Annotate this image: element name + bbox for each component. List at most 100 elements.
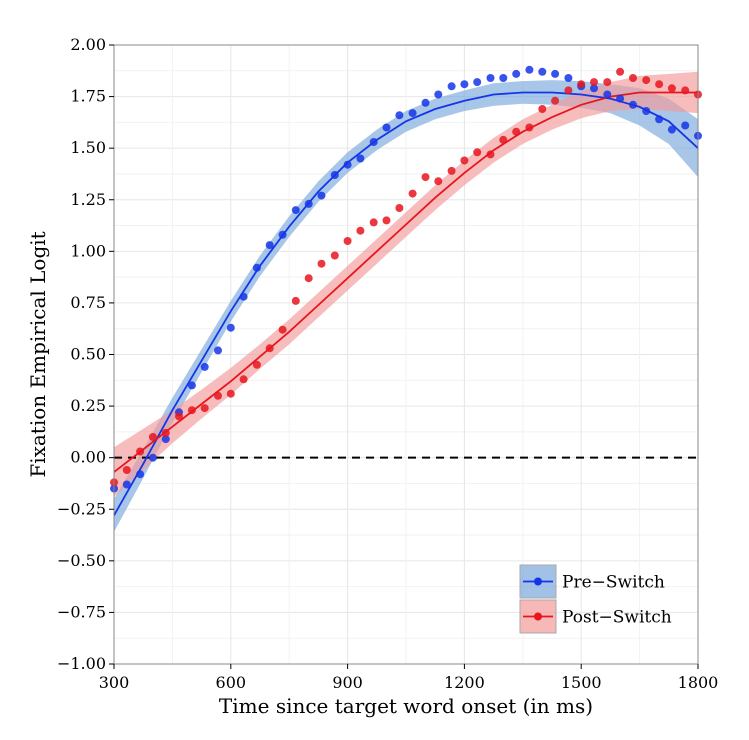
data-point-post-switch xyxy=(655,80,664,89)
data-point-pre-switch xyxy=(408,109,417,118)
data-point-post-switch xyxy=(252,360,261,369)
fit-line-pre-switch xyxy=(113,91,699,516)
x-tick-label: 1200 xyxy=(444,673,485,692)
x-axis-ticks: 300 600 900 1200 1500 1800 xyxy=(99,664,718,692)
data-point-post-switch xyxy=(226,389,235,398)
data-point-pre-switch xyxy=(681,121,690,130)
data-point-pre-switch xyxy=(265,241,274,250)
y-tick-label: −1.00 xyxy=(57,654,106,673)
data-point-post-switch xyxy=(577,80,586,89)
y-tick-label: 1.50 xyxy=(70,138,106,157)
y-tick-label: 1.25 xyxy=(70,190,106,209)
data-point-pre-switch xyxy=(304,199,313,208)
data-point-pre-switch xyxy=(460,80,469,89)
data-point-post-switch xyxy=(590,78,598,87)
data-point-post-switch xyxy=(408,189,417,198)
legend-key-post-switch: Post−Switch xyxy=(519,599,672,634)
y-tick-label: 0.75 xyxy=(70,293,106,312)
y-axis-ticks: −1.00 −0.75 −0.50 −0.25 0.00 0.25 0.50 0.75 1.00… xyxy=(57,35,114,673)
data-point-post-switch xyxy=(434,177,443,186)
legend: Pre−Switch Post−Switch xyxy=(519,564,672,634)
data-point-post-switch xyxy=(200,404,209,413)
data-point-post-switch xyxy=(343,237,352,245)
data-point-post-switch xyxy=(473,148,482,157)
data-point-post-switch xyxy=(551,96,560,105)
data-point-pre-switch xyxy=(200,362,209,371)
data-point-post-switch xyxy=(642,76,651,85)
data-point-pre-switch xyxy=(369,138,378,146)
y-tick-label: 0.00 xyxy=(70,448,106,467)
data-point-pre-switch xyxy=(590,84,598,93)
x-tick-label: 600 xyxy=(216,673,247,692)
data-point-post-switch xyxy=(278,325,287,334)
y-tick-label: 0.25 xyxy=(70,396,106,415)
data-point-pre-switch xyxy=(343,160,352,169)
data-point-post-switch xyxy=(486,150,495,159)
data-point-pre-switch xyxy=(291,206,300,215)
confidence-band-pre-switch xyxy=(114,80,698,532)
data-point-post-switch xyxy=(330,251,339,260)
data-point-pre-switch xyxy=(382,123,391,132)
data-point-pre-switch xyxy=(629,100,637,109)
data-point-post-switch xyxy=(564,86,573,95)
data-point-post-switch xyxy=(447,166,456,175)
data-point-post-switch xyxy=(136,447,145,456)
data-point-post-switch xyxy=(460,156,469,165)
x-tick-label: 900 xyxy=(332,673,363,692)
data-point-pre-switch xyxy=(512,69,521,78)
y-axis-title: Fixation Empirical Logit xyxy=(26,231,50,477)
data-point-post-switch xyxy=(161,428,170,437)
data-point-post-switch xyxy=(681,86,690,95)
y-tick-label: −0.25 xyxy=(57,499,106,518)
data-point-post-switch xyxy=(291,296,300,305)
legend-key-pre-switch: Pre−Switch xyxy=(519,564,665,599)
data-point-pre-switch xyxy=(278,230,287,239)
data-point-pre-switch xyxy=(148,453,157,462)
data-point-post-switch xyxy=(175,412,183,421)
data-point-post-switch xyxy=(356,226,365,235)
data-point-pre-switch xyxy=(421,98,430,107)
data-point-pre-switch xyxy=(538,67,547,76)
data-point-post-switch xyxy=(395,204,404,212)
y-tick-label: −0.50 xyxy=(57,551,106,570)
data-point-post-switch xyxy=(382,216,391,225)
data-point-post-switch xyxy=(317,259,326,268)
y-tick-label: 1.00 xyxy=(70,241,106,260)
data-point-post-switch xyxy=(187,406,196,415)
y-tick-label: 2.00 xyxy=(70,35,106,54)
data-point-pre-switch xyxy=(226,323,235,332)
y-tick-label: −0.75 xyxy=(57,602,106,621)
data-point-post-switch xyxy=(525,123,534,132)
data-point-pre-switch xyxy=(214,346,222,355)
data-point-post-switch xyxy=(538,105,547,113)
data-point-pre-switch xyxy=(122,480,131,489)
data-point-pre-switch xyxy=(187,381,196,390)
legend-label: Post−Switch xyxy=(562,608,672,628)
data-point-post-switch xyxy=(369,218,378,227)
y-tick-label: 1.75 xyxy=(70,87,106,106)
data-point-post-switch xyxy=(616,67,625,76)
data-point-post-switch xyxy=(421,173,430,182)
data-point-pre-switch xyxy=(642,107,651,115)
data-point-post-switch xyxy=(499,135,508,144)
data-point-pre-switch xyxy=(551,69,560,78)
data-point-pre-switch xyxy=(499,74,508,82)
data-point-post-switch xyxy=(512,127,521,136)
data-point-pre-switch xyxy=(655,115,664,124)
data-point-pre-switch xyxy=(525,65,534,74)
legend-marker xyxy=(534,612,542,621)
fit-lines xyxy=(113,91,699,516)
data-point-post-switch xyxy=(148,433,157,441)
data-points xyxy=(110,65,702,493)
data-point-pre-switch xyxy=(356,154,365,163)
data-point-pre-switch xyxy=(434,90,443,99)
data-point-post-switch xyxy=(629,74,637,82)
legend-marker xyxy=(534,577,542,586)
data-point-pre-switch xyxy=(473,78,482,87)
data-point-post-switch xyxy=(265,344,274,353)
confidence-bands xyxy=(114,71,698,532)
data-point-pre-switch xyxy=(603,90,612,99)
data-point-post-switch xyxy=(304,274,313,283)
fit-line-post-switch xyxy=(113,91,698,473)
